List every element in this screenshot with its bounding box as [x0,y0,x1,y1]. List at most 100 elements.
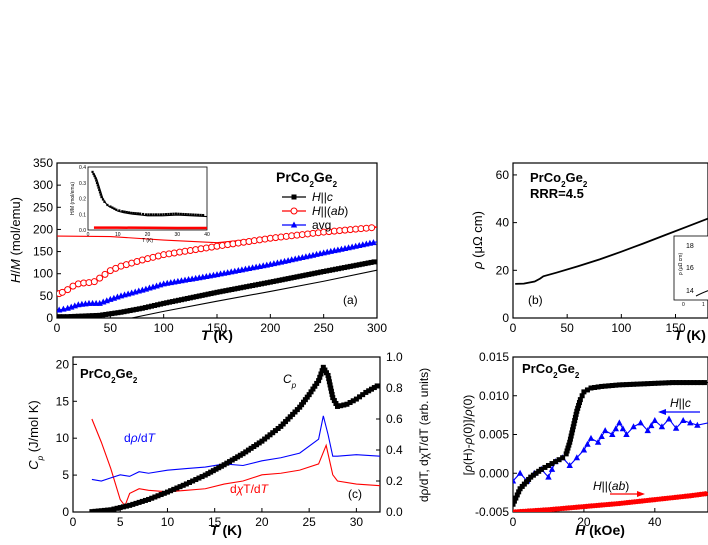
data-point [127,211,131,214]
data-point [338,265,344,271]
series-line [58,226,377,295]
data-point [598,432,605,439]
y-tick-label: 0 [502,311,509,325]
chart-title-part: 2 [561,180,566,189]
y-tick-label: 0 [46,311,53,325]
annotation-h-parallel-c-part: || [679,396,685,410]
data-point [121,210,124,213]
inset-x-label: T (K) [142,238,153,244]
data-point [594,438,602,445]
x-axis-label-part: T [210,522,220,538]
data-point [229,457,235,463]
data-point [291,194,297,200]
data-point [159,213,163,216]
legend-label-part: H [312,204,321,218]
data-point [221,462,227,468]
data-point [623,382,629,388]
y-axis-label-part: / [8,270,23,274]
x-tick-label: 20 [255,515,269,529]
annotation-h-parallel-c-part: c [685,396,691,410]
data-point [687,419,694,426]
data-point [224,460,230,466]
data-point [300,273,306,279]
chart-title-part: PrCo [530,170,561,185]
data-point [315,270,321,276]
data-point [139,212,142,215]
legend-label-part: || [321,190,327,204]
data-point [318,269,324,275]
data-point [303,272,309,278]
data-point [179,212,182,215]
data-point [241,284,247,290]
data-point [178,297,184,303]
data-point [202,213,205,217]
data-point [533,470,539,476]
data-point [243,449,249,455]
data-point [223,288,229,294]
inset-y-tick-label: 0.4 [79,165,86,171]
y-tick-label: 15 [56,394,70,408]
data-point [328,385,334,391]
data-point [579,393,585,399]
data-point [573,411,579,417]
data-point [264,434,270,440]
annotation-h-parallel-ab-part: ab [612,479,626,493]
data-point [568,433,574,439]
data-point [100,312,106,318]
data-point [366,388,372,394]
data-point [196,293,202,299]
data-point [65,314,71,318]
data-point [275,425,281,431]
x-tick-label: 30 [350,515,364,529]
data-point [327,382,333,388]
data-point [587,434,595,441]
inset-y-tick-label: 14 [686,288,694,295]
data-point [302,397,308,403]
data-point [118,209,121,212]
data-point [244,284,250,290]
data-point [317,374,323,380]
data-point [177,484,183,490]
chart-title: PrCo2Ge2 [530,170,588,189]
data-point [161,300,167,306]
data-point [205,471,211,477]
data-point [545,473,552,480]
inset-x-tick-label: 0 [682,302,685,308]
data-point [549,461,555,467]
y-tick-label: 100 [33,267,53,281]
data-point [101,198,105,201]
x-tick-label: 150 [207,321,227,335]
data-point [180,482,186,488]
chart-title-part: 2 [309,180,314,189]
y2-tick-label: 0.4 [386,443,403,457]
series-line [131,269,377,318]
data-point [226,287,232,293]
data-point [132,211,135,215]
annotation-h-parallel-ab-part: ) [625,479,629,493]
data-point [115,310,121,316]
x-tick-label: 15 [208,515,222,529]
y2-tick-label: 0.6 [386,412,403,426]
data-point [95,181,99,185]
data-point [193,477,199,483]
data-point [353,262,359,268]
data-point [619,425,627,432]
chart-panel-a: 0 50 100 150 200 250 300050100150200250300350T… [8,156,387,343]
series-line [91,170,207,218]
data-point [648,381,654,387]
y2-tick-label: 0.0 [386,505,403,519]
data-point [677,380,683,386]
data-point [98,508,104,512]
data-point [127,308,133,314]
inset-chart: 14 16 18ρ (μΩ cm) 0 1 [673,235,708,308]
data-point [111,206,114,209]
inset-frame [87,166,208,231]
data-point [121,309,127,315]
data-point [651,417,659,424]
y2-tick-label: 0.8 [386,381,403,395]
data-point [570,424,576,430]
inset-series-line [695,290,708,297]
y-axis-label: ρ (μΩ cm) [470,211,485,270]
data-point [211,290,217,296]
data-point [290,221,298,228]
